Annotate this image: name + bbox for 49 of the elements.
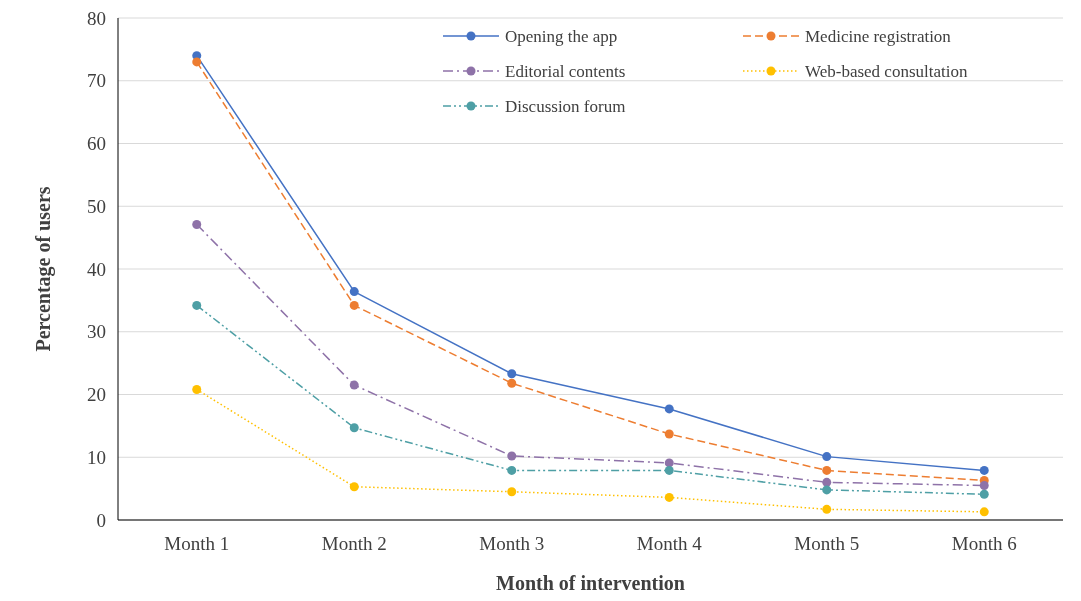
x-tick-label: Month 3	[479, 533, 545, 554]
y-tick-label: 70	[87, 70, 106, 92]
y-tick-label: 60	[87, 133, 106, 155]
x-tick-label: Month 6	[951, 533, 1017, 554]
point	[822, 452, 832, 462]
x-tick-label: Month 1	[164, 533, 230, 554]
point	[507, 369, 517, 379]
y-tick-label: 50	[87, 195, 106, 217]
x-tick-label: Month 5	[794, 533, 860, 554]
legend-label: Opening the app	[505, 26, 618, 46]
point	[349, 482, 359, 492]
legend-label: Editorial contents	[505, 61, 626, 81]
y-tick-label: 10	[87, 446, 106, 468]
point	[349, 300, 359, 310]
point	[979, 507, 989, 517]
point	[664, 492, 674, 502]
point	[192, 219, 202, 229]
legend-label: Discussion forum	[505, 96, 626, 116]
point	[979, 489, 989, 499]
y-tick-label: 80	[87, 7, 106, 29]
point	[822, 477, 832, 487]
point	[507, 451, 517, 461]
y-tick-label: 20	[87, 384, 106, 406]
point	[822, 504, 832, 514]
point	[979, 480, 989, 490]
legend-label: Medicine registration	[805, 26, 952, 46]
y-tick-label: 40	[87, 258, 106, 280]
y-tick-label: 0	[96, 509, 106, 531]
x-tick-label: Month 2	[321, 533, 387, 554]
point	[349, 287, 359, 297]
point	[507, 378, 517, 388]
point	[507, 487, 517, 497]
point	[192, 300, 202, 310]
x-tick-label: Month 4	[636, 533, 703, 554]
x-axis-title: Month of intervention	[496, 572, 685, 594]
point	[979, 465, 989, 475]
point	[664, 429, 674, 439]
y-axis-title: Percentage of users	[32, 186, 55, 352]
point	[664, 465, 674, 475]
point	[822, 485, 832, 495]
point	[507, 465, 517, 475]
legend-label: Web-based consultation	[805, 61, 968, 81]
point	[822, 465, 832, 475]
point	[349, 380, 359, 390]
point	[349, 423, 359, 433]
point	[192, 57, 202, 67]
point	[664, 404, 674, 414]
point	[192, 384, 202, 394]
y-tick-label: 30	[87, 321, 106, 343]
